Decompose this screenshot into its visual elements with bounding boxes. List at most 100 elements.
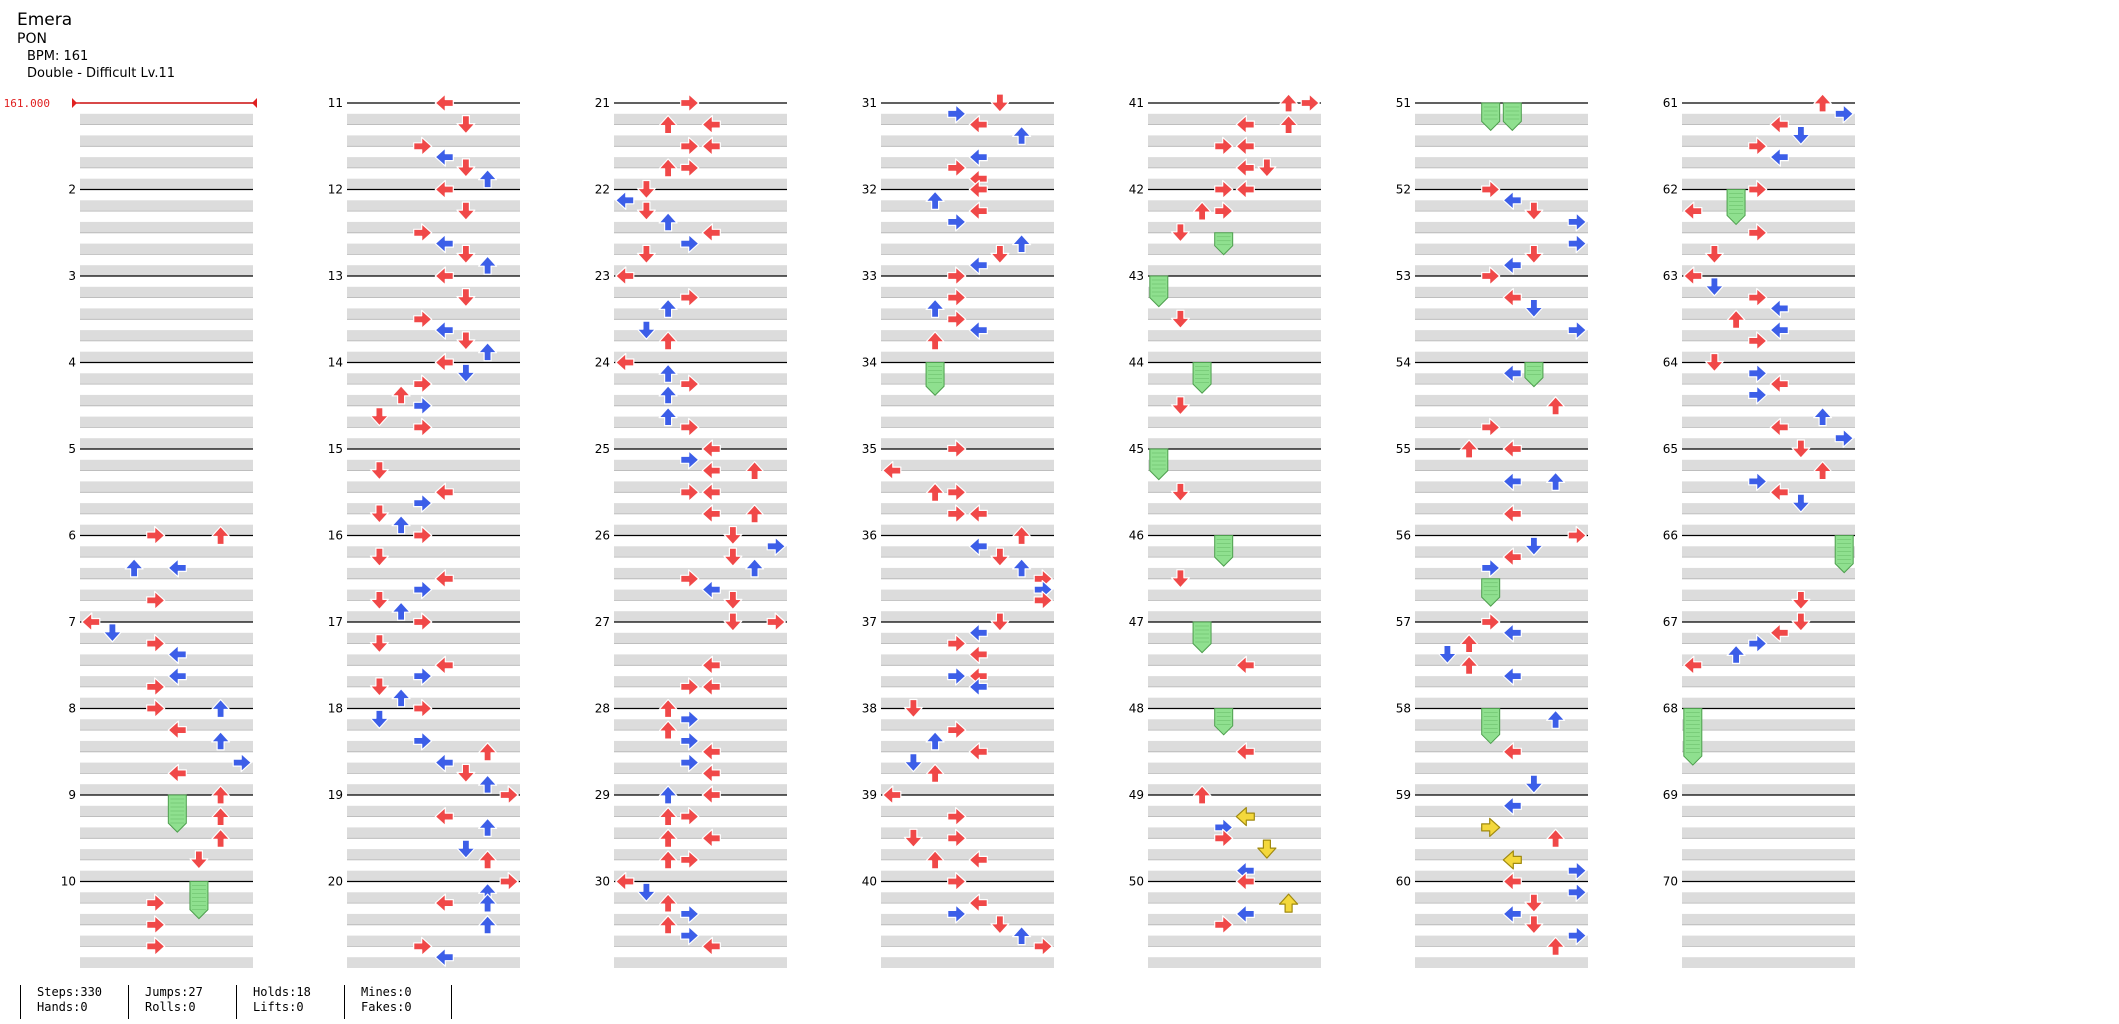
beat-band (881, 178, 1054, 190)
beat-band (1415, 481, 1588, 493)
beat-band (80, 740, 253, 752)
arrow-note (1524, 915, 1544, 935)
beat-band (80, 849, 253, 860)
arrow-note (615, 266, 635, 286)
beat-band (614, 697, 787, 709)
hold-note (1726, 189, 1746, 226)
beat-band (80, 654, 253, 666)
beat-band (1682, 113, 1855, 125)
arrow-note (636, 244, 657, 264)
arrow-note (1769, 417, 1789, 437)
arrow-note (925, 763, 945, 784)
measure-number: 42 (1129, 183, 1144, 197)
arrow-note (968, 114, 988, 135)
beat-band (614, 373, 787, 385)
beat-band (80, 805, 253, 817)
beat-band (347, 416, 520, 428)
arrow-note (680, 904, 700, 924)
arrow-note (947, 212, 967, 232)
measure-number: 44 (1129, 356, 1144, 370)
arrow-note (478, 342, 498, 362)
arrow-note (701, 742, 721, 762)
beat-band (1148, 373, 1321, 385)
arrow-note (947, 828, 967, 848)
arrow-note (434, 569, 454, 589)
arrow-note (1791, 612, 1811, 632)
beat-band (1148, 935, 1321, 947)
arrow-note (146, 525, 166, 546)
beat-band (1415, 719, 1588, 731)
measure-number: 10 (61, 875, 76, 889)
beat-band (881, 892, 1054, 904)
arrow-note (658, 850, 678, 870)
measure-number: 12 (328, 183, 343, 197)
arrow-note (1502, 796, 1522, 816)
arrow-note (1214, 915, 1234, 935)
measure-number: 38 (862, 702, 877, 716)
beat-band (614, 676, 787, 687)
arrow-note (1567, 234, 1587, 254)
beat-band (1148, 416, 1321, 428)
arrow-note (167, 666, 187, 686)
arrow-note (1748, 223, 1768, 243)
beat-band (881, 870, 1054, 882)
beat-band (881, 827, 1054, 839)
beat-band (1148, 740, 1321, 752)
arrow-note (968, 179, 988, 200)
arrow-note (434, 320, 454, 340)
arrow-note (968, 893, 988, 913)
beat-band (1415, 827, 1588, 839)
measure-number: 30 (595, 875, 610, 889)
beat-band (614, 719, 787, 731)
beat-band (1415, 438, 1588, 449)
beat-band (614, 178, 787, 190)
beat-band (1415, 243, 1588, 255)
beat-band (1682, 957, 1855, 968)
arrow-note (968, 742, 988, 762)
arrow-note (1481, 417, 1501, 437)
arrow-note (1481, 817, 1501, 838)
measure-number: 20 (328, 875, 343, 889)
beat-band (1682, 438, 1855, 449)
measure-number: 29 (595, 788, 610, 802)
beat-band (614, 351, 787, 363)
hold-note (1214, 232, 1234, 256)
arrow-note (478, 893, 498, 913)
arrow-note (1033, 936, 1053, 957)
arrow-note (391, 515, 411, 535)
beat-band (1148, 200, 1321, 212)
measure-number: 55 (1396, 442, 1411, 456)
arrow-note (478, 255, 498, 275)
beat-band (1682, 805, 1855, 817)
measure-number: 13 (328, 269, 343, 283)
arrow-note (146, 633, 166, 654)
beat-band (1148, 957, 1321, 968)
beat-band (614, 503, 787, 514)
arrow-note (882, 785, 902, 805)
hold-note (1192, 362, 1212, 394)
beat-band (1148, 913, 1321, 925)
arrow-note (211, 785, 231, 805)
arrow-note (1502, 547, 1522, 567)
beat-band (881, 265, 1054, 276)
beat-band (614, 546, 787, 558)
arrow-note (615, 871, 635, 892)
arrow-note (456, 158, 476, 178)
beat-band (347, 784, 520, 795)
arrow-note (1235, 806, 1255, 827)
arrow-note (146, 590, 166, 611)
arrow-note (701, 439, 721, 459)
measure-number: 14 (328, 356, 343, 370)
arrow-note (680, 925, 700, 946)
measure-number: 11 (328, 96, 343, 110)
arrow-note (766, 536, 786, 556)
measure-number: 15 (328, 442, 343, 456)
arrow-note (744, 558, 765, 578)
beat-band (1415, 113, 1588, 125)
arrow-note (211, 698, 231, 719)
beat-band (347, 481, 520, 493)
arrow-note (1437, 644, 1458, 665)
beat-band (614, 416, 787, 428)
arrow-note (413, 579, 433, 600)
arrow-note (680, 136, 700, 156)
